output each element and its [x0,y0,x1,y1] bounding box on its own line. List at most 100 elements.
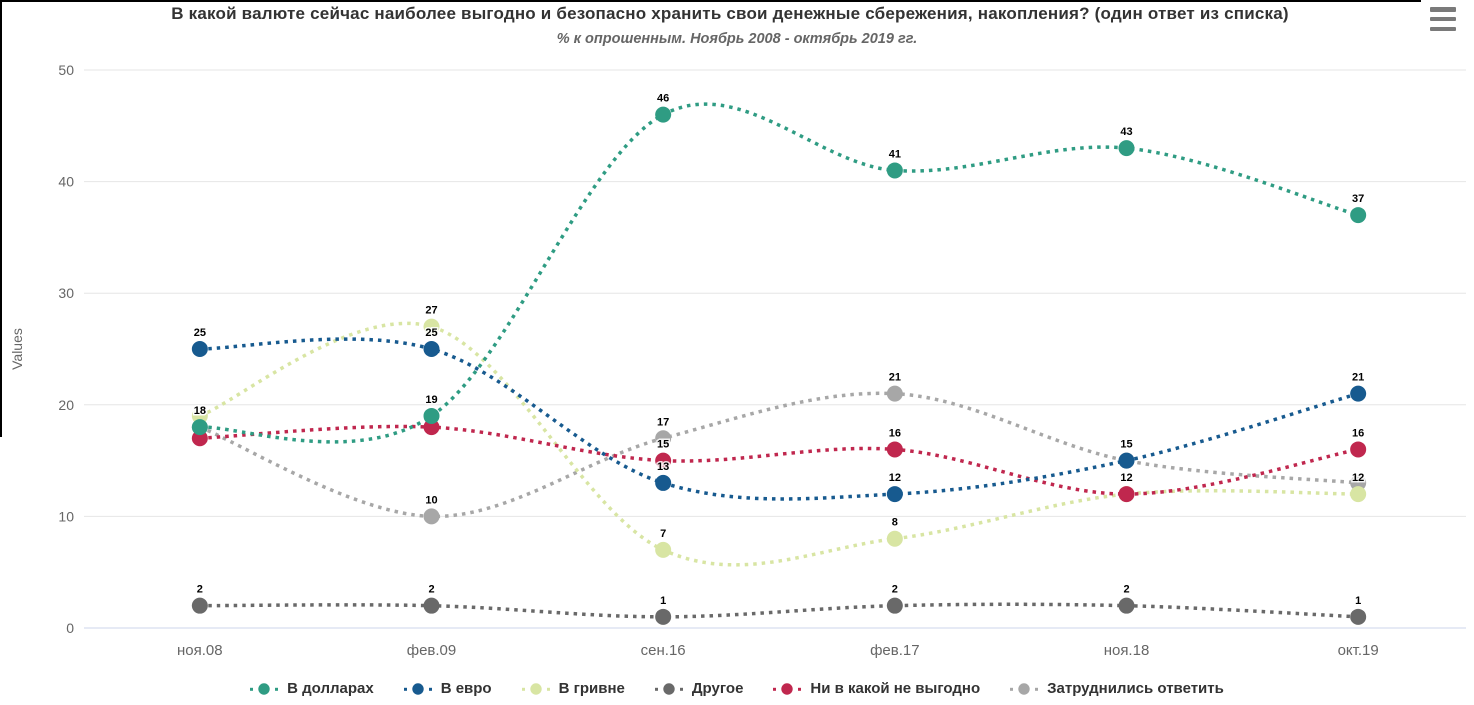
data-point[interactable] [886,162,903,179]
data-label: 2 [197,584,203,596]
data-label: 19 [425,394,437,406]
data-label: 2 [1123,584,1129,596]
data-label: 18 [194,405,206,417]
series-line [199,602,1359,619]
data-label: 43 [1120,126,1132,138]
data-point[interactable] [1350,608,1367,625]
legend-item-6[interactable]: Затруднились ответить [1010,680,1224,697]
data-point[interactable] [1350,441,1367,458]
data-point[interactable] [1118,486,1135,503]
legend-label: Ни в какой не выгодно [810,680,981,697]
data-point[interactable] [886,530,903,547]
data-label: 15 [657,439,669,451]
plot-area: 0 10 20 30 40 50 Values ноя.08 фев.09 сен.16 фев.1… [9,62,1466,659]
data-point[interactable] [191,341,208,357]
legend-label: Затруднились ответить [1047,680,1224,697]
legend-label: В долларах [287,680,374,697]
legend-item-2[interactable]: В евро [403,680,492,697]
data-label: 1 [1355,595,1361,607]
x-tick-label: фев.17 [870,642,920,659]
legend-label: В гривне [558,680,625,697]
data-label: 8 [892,517,898,529]
series-line [199,424,1359,496]
legend-marker-icon [250,682,279,695]
x-tick-label: ноя.18 [1104,642,1150,659]
data-label: 1 [660,595,666,607]
data-point[interactable] [1350,207,1367,224]
hamburger-icon [1430,7,1456,12]
data-label: 12 [889,472,901,484]
data-label: 18 [194,405,206,417]
data-label: 12 [1120,472,1132,484]
data-label: 16 [889,427,901,439]
legend-label: Другое [691,680,744,697]
data-point[interactable] [886,441,903,458]
data-point[interactable] [886,385,903,402]
data-point[interactable] [423,341,440,357]
y-tick-label: 10 [58,508,74,524]
legend-item-5[interactable]: Ни в какой не выгодно [773,680,980,697]
data-point[interactable] [886,486,903,503]
data-point[interactable] [423,318,440,335]
data-point[interactable] [191,430,208,447]
chart-subtitle: % к опрошенным. Ноябрь 2008 - октябрь 20… [556,31,918,47]
data-point[interactable] [423,419,440,436]
data-label: 25 [194,327,206,339]
data-label: 2 [892,584,898,596]
data-label: 27 [425,305,437,317]
x-tick-label: ноя.08 [177,642,223,659]
data-point[interactable] [1350,486,1367,503]
data-point[interactable] [886,597,903,614]
data-label: 12 [1352,472,1364,484]
data-point[interactable] [655,106,672,123]
y-tick-label: 0 [66,620,74,636]
data-label: 41 [889,148,901,160]
chart-title: В какой валюте сейчас наиболее выгодно и… [171,4,1289,23]
data-point[interactable] [191,407,208,424]
data-label: 13 [657,461,669,473]
legend-marker-icon [521,682,550,695]
data-point[interactable] [423,508,440,525]
data-point[interactable] [1118,452,1135,469]
window-border-left [0,0,2,437]
data-point[interactable] [655,608,672,625]
data-label: 7 [660,528,666,540]
y-tick-label: 20 [58,397,74,413]
y-tick-label: 30 [58,285,74,301]
x-tick-label: фев.09 [407,642,457,659]
data-point[interactable] [655,452,672,469]
data-label: 46 [657,93,669,105]
legend-marker-icon [403,682,432,695]
series-line [199,391,1359,519]
data-label: 21 [1352,372,1364,384]
data-point[interactable] [1118,597,1135,614]
data-label: 15 [1120,439,1132,451]
data-point[interactable] [423,407,440,424]
x-tick-label: сен.16 [641,642,686,659]
data-point[interactable] [1118,140,1135,157]
data-point[interactable] [1350,474,1367,491]
data-point[interactable] [1350,385,1367,402]
data-label: 21 [889,372,901,384]
legend-item-1[interactable]: В долларах [250,680,374,697]
legend-item-3[interactable]: В гривне [521,680,625,697]
data-label: 37 [1352,193,1364,205]
data-label: 16 [1352,427,1364,439]
data-point[interactable] [655,430,672,447]
y-tick-label: 50 [58,62,74,78]
data-point[interactable] [191,419,208,436]
data-label: 2 [428,584,434,596]
legend-marker-icon [654,682,683,695]
y-tick-label: 40 [58,174,74,190]
hamburger-icon [1430,26,1456,31]
legend-marker-icon [773,682,802,695]
window-border-top [0,0,1421,2]
legend-item-4[interactable]: Другое [654,680,744,697]
data-label: 10 [425,494,437,506]
data-point[interactable] [191,597,208,614]
data-point[interactable] [423,597,440,614]
chart-context-menu-button[interactable] [1430,7,1458,31]
data-point[interactable] [655,541,672,558]
data-point[interactable] [655,474,672,491]
